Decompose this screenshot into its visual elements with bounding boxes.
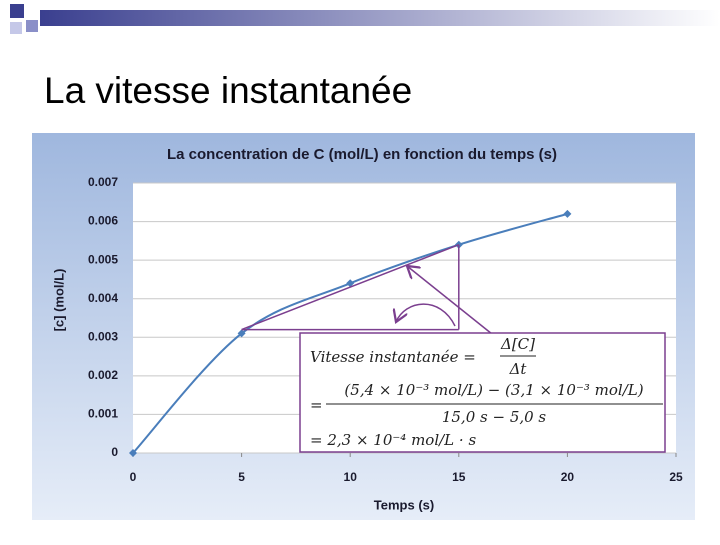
tangent-line	[241, 244, 460, 331]
formula-text: = 2,3 × 10⁻⁴ mol/L · s	[310, 431, 476, 449]
x-tick-label: 0	[130, 470, 137, 484]
data-point	[563, 209, 572, 218]
y-tick-label: 0.006	[88, 214, 118, 228]
x-tick-label: 15	[452, 470, 466, 484]
data-line	[132, 212, 568, 454]
data-point	[129, 449, 137, 457]
decor	[10, 4, 24, 18]
data-point	[237, 329, 246, 338]
x-axis-label: Temps (s)	[374, 497, 434, 512]
formula-text: Δt	[509, 360, 528, 378]
y-tick-label: 0.001	[88, 407, 118, 421]
slide-title: La vitesse instantanée	[44, 70, 412, 111]
y-tick-label: 0.004	[88, 291, 118, 305]
x-tick-label: 5	[238, 470, 245, 484]
y-tick-label: 0	[111, 445, 118, 459]
arrow	[396, 303, 456, 327]
y-tick-label: 0.005	[88, 252, 118, 266]
y-tick-label: 0.003	[88, 329, 118, 343]
y-tick-label: 0.002	[88, 368, 118, 382]
chart-title: La concentration de C (mol/L) en fonctio…	[167, 146, 557, 163]
x-tick-label: 10	[344, 470, 358, 484]
formula-text: 15,0 s − 5,0 s	[442, 408, 547, 426]
top-bar	[40, 10, 720, 26]
formula-text: =	[310, 396, 323, 414]
arrow	[407, 266, 498, 339]
x-tick-label: 25	[669, 470, 683, 484]
formula-text: Δ[C]	[500, 335, 535, 353]
formula-box	[299, 332, 666, 453]
y-tick-label: 0.007	[88, 175, 118, 189]
y-axis-label: [c] (mol/L)	[51, 269, 66, 332]
data-point	[346, 279, 355, 288]
decor	[26, 20, 38, 32]
formula-text: (5,4 × 10⁻³ mol/L) − (3,1 × 10⁻³ mol/L)	[344, 381, 643, 399]
decor	[10, 22, 22, 34]
formula-text: Vitesse instantanée =	[310, 348, 476, 366]
x-tick-label: 20	[561, 470, 575, 484]
annotation: Vitesse instantanée = Δ[C] Δt = (5,4 × 1…	[299, 266, 666, 453]
